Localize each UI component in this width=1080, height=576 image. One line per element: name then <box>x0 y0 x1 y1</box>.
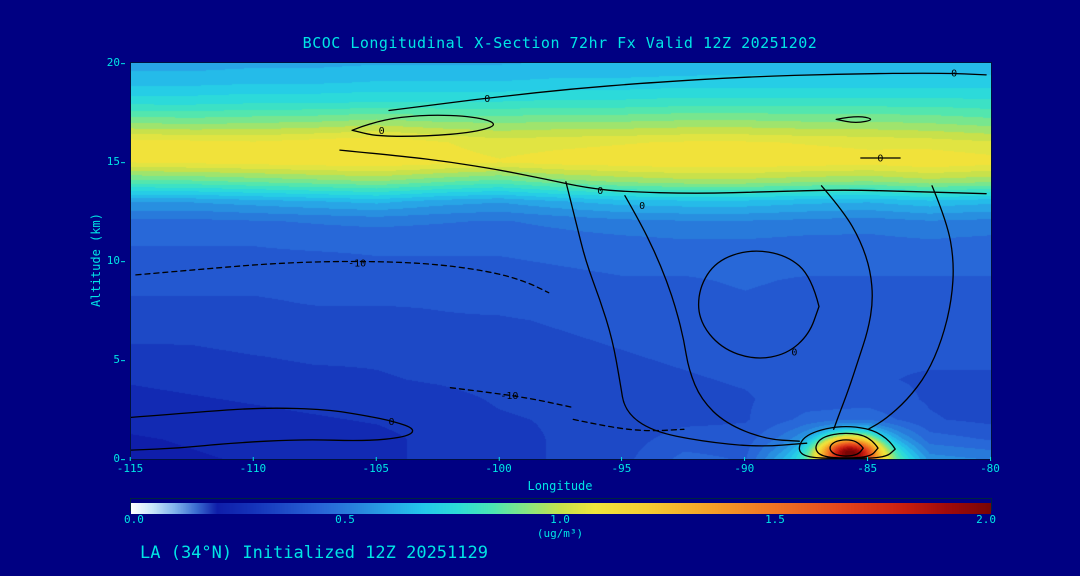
y-tick-label: 0 <box>113 452 125 466</box>
plot-area: 0 0 0 0 0 -10 0 0 -10 0 <box>130 62 992 460</box>
chart-title: BCOC Longitudinal X-Section 72hr Fx Vali… <box>302 34 818 52</box>
contour-line <box>829 439 864 457</box>
colorbar <box>130 498 992 514</box>
x-tick-label: -115 <box>116 457 144 475</box>
x-tick-label: -100 <box>485 457 512 475</box>
x-tick-label: -95 <box>611 457 632 475</box>
contour-label: -10 <box>500 391 518 402</box>
x-tick-label: -80 <box>980 457 1000 475</box>
colorbar-tick-label: 2.0 <box>976 513 996 526</box>
colorbar-tick-label: 0.0 <box>124 513 144 526</box>
contour-line <box>339 149 987 195</box>
x-axis-ticks: -115 -110 -105 -100 -95 -90 -85 -80 <box>117 457 1000 478</box>
contour-line <box>815 432 879 459</box>
contour-label: 0 <box>597 186 603 197</box>
contour-label: 0 <box>639 201 645 212</box>
contour-line <box>697 250 820 359</box>
x-tick-label: -85 <box>857 457 878 475</box>
x-tick-label: -110 <box>239 457 267 475</box>
x-tick-label: -105 <box>362 457 389 475</box>
contour-label: 0 <box>379 126 385 137</box>
y-tick-label: 20 <box>106 56 126 70</box>
contour-label: 0 <box>951 68 957 79</box>
y-tick-label: 15 <box>106 155 126 169</box>
contour-line <box>572 418 685 432</box>
units-label: (ug/m³) <box>536 527 584 540</box>
contour-line <box>624 195 800 442</box>
contour-line <box>820 185 873 430</box>
contour-line <box>351 114 495 137</box>
contour-label: 0 <box>484 94 490 105</box>
colorbar-tick-label: 1.0 <box>550 513 570 526</box>
contour-overlay: 0 0 0 0 0 -10 0 0 -10 0 <box>131 68 987 459</box>
contour-label: -10 <box>348 259 366 270</box>
y-axis-ticks: 0 5 10 15 20 <box>90 56 126 465</box>
colorbar-ticks: 0.0 0.5 1.0 1.5 2.0 <box>124 513 996 527</box>
contour-label: 0 <box>877 154 883 165</box>
colorbar-tick-label: 0.5 <box>335 513 355 526</box>
contour-line <box>449 387 574 409</box>
y-tick-label: 5 <box>113 353 125 367</box>
colorbar-canvas <box>131 503 991 514</box>
contour-label: 0 <box>791 348 797 359</box>
contour-line <box>867 185 954 430</box>
y-tick-label: 10 <box>106 254 126 268</box>
x-axis-label: Longitude <box>527 479 593 493</box>
contour-line <box>565 181 808 447</box>
contour-label: 0 <box>388 417 394 428</box>
contour-line <box>135 260 550 294</box>
contour-line <box>131 407 414 451</box>
contour-line <box>388 72 987 112</box>
colorbar-tick-label: 1.5 <box>765 513 785 526</box>
contour-line <box>798 425 896 459</box>
x-tick-label: -90 <box>734 457 755 475</box>
contour-line <box>835 116 872 124</box>
footer-annotation: LA (34°N) Initialized 12Z 20251129 <box>140 543 488 563</box>
